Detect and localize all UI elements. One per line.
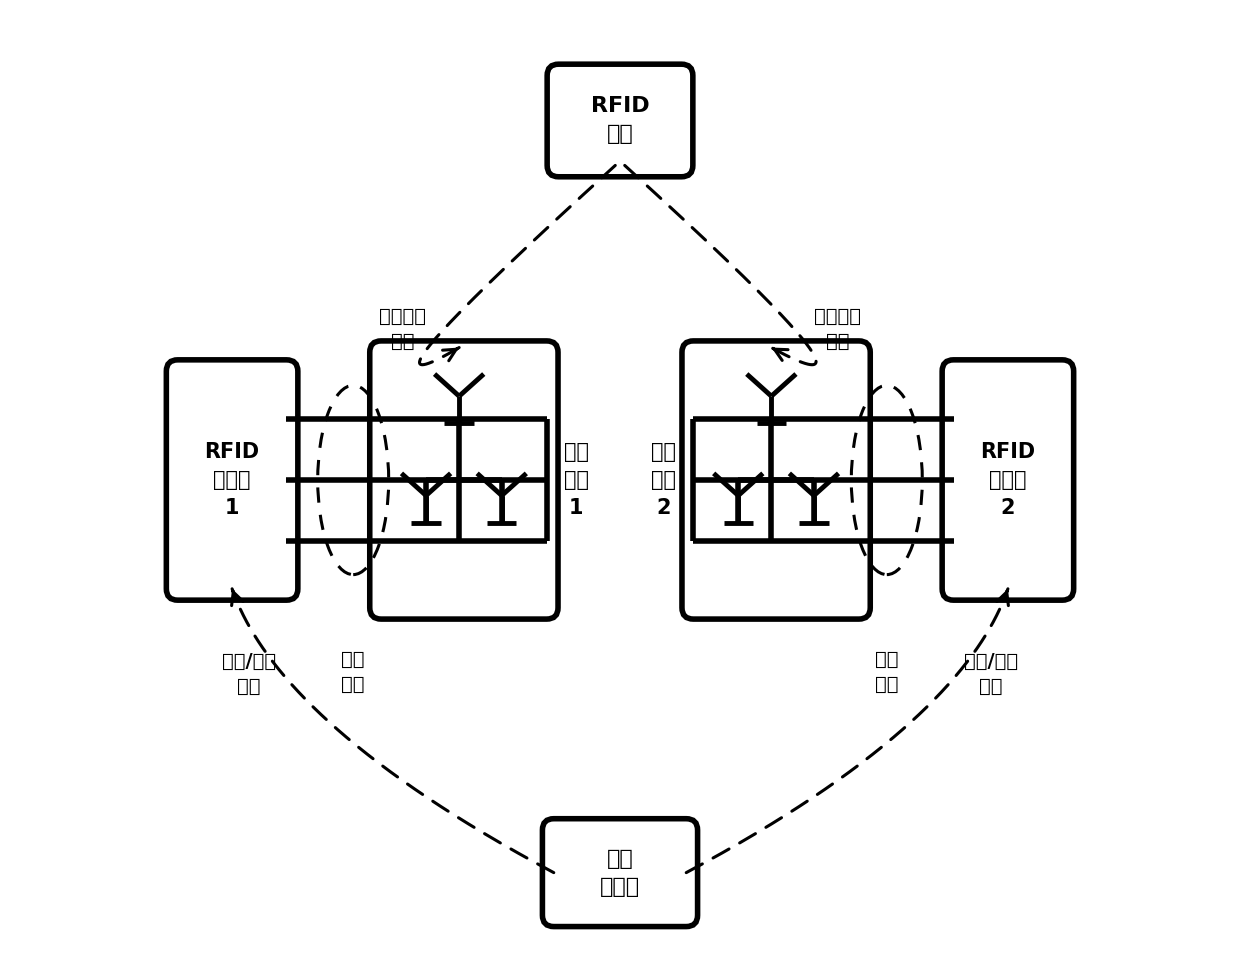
Text: 天线
阵列
2: 天线 阵列 2 [651, 442, 676, 518]
Text: 网络
服务器: 网络 服务器 [600, 849, 640, 897]
FancyBboxPatch shape [547, 64, 693, 177]
Text: RFID
标签: RFID 标签 [590, 96, 650, 144]
Text: 无线/有线
通信: 无线/有线 通信 [963, 652, 1018, 696]
FancyBboxPatch shape [542, 819, 698, 926]
Text: 无线/有线
通信: 无线/有线 通信 [222, 652, 277, 696]
FancyBboxPatch shape [166, 360, 298, 600]
FancyBboxPatch shape [682, 341, 870, 619]
Text: 后向散射
通信: 后向散射 通信 [815, 306, 861, 350]
Text: 射频
电缆: 射频 电缆 [875, 650, 899, 694]
FancyBboxPatch shape [370, 341, 558, 619]
Text: 射频
电缆: 射频 电缆 [341, 650, 365, 694]
FancyBboxPatch shape [942, 360, 1074, 600]
Text: RFID
阅读器
2: RFID 阅读器 2 [981, 442, 1035, 518]
Text: 天线
阵列
1: 天线 阵列 1 [564, 442, 589, 518]
Text: 后向散射
通信: 后向散射 通信 [379, 306, 425, 350]
Text: RFID
阅读器
1: RFID 阅读器 1 [205, 442, 259, 518]
